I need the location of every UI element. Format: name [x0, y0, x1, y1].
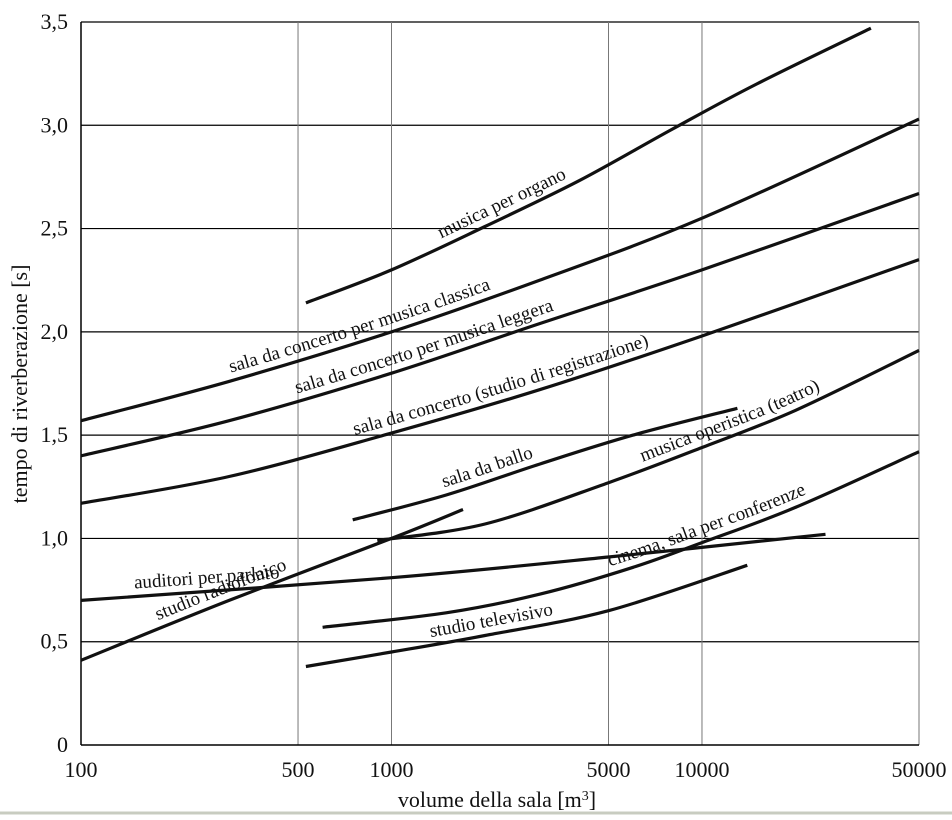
- series-line-auditori-per-parlato: [80, 532, 826, 602]
- x-tick-label: 50000: [892, 757, 947, 782]
- series-line-sala-da-ballo: [352, 406, 738, 522]
- x-tick-label: 500: [282, 757, 315, 782]
- x-axis-label-superscript: 3: [582, 789, 589, 804]
- series-line-sala-da-concerto-per-musica-leggera: [80, 191, 920, 458]
- y-tick-label: 0: [57, 732, 68, 757]
- tick-labels: 0 0,5 1,0 1,5 2,0 2,5 3,0 3,5 100 500 1000 5000 1000…: [41, 9, 947, 782]
- x-axis-label: volume della sala [m3]: [398, 787, 596, 812]
- x-axis-label-close: ]: [589, 787, 596, 812]
- x-tick-label: 1000: [369, 757, 413, 782]
- y-tick-label: 2,5: [41, 216, 69, 241]
- y-tick-label: 3,5: [41, 9, 69, 34]
- y-tick-label: 2,0: [41, 319, 69, 344]
- series-line-musica-operistica-teatro: [377, 348, 920, 543]
- y-axis-label: tempo di riverberazione [s]: [7, 265, 32, 504]
- series-line-sala-da-concerto-studio-di-registrazione: [80, 258, 920, 505]
- series-line-musica-per-organo: [305, 26, 872, 305]
- series-line-studio-televisivo: [305, 563, 748, 669]
- series-line-cinema-sala-per-conferenze: [322, 450, 920, 629]
- x-tick-label: 100: [65, 757, 98, 782]
- series-line-studio-radiofonico: [80, 508, 464, 662]
- y-tick-label: 0,5: [41, 629, 69, 654]
- y-tick-label: 3,0: [41, 112, 69, 137]
- axes: [80, 22, 919, 746]
- x-axis-label-text: volume della sala [m: [398, 787, 582, 812]
- x-tick-label: 10000: [674, 757, 729, 782]
- y-tick-label: 1,0: [41, 525, 69, 550]
- x-tick-label: 5000: [587, 757, 631, 782]
- y-tick-label: 1,5: [41, 422, 69, 447]
- series-line-sala-da-concerto-per-musica-classica: [80, 117, 920, 423]
